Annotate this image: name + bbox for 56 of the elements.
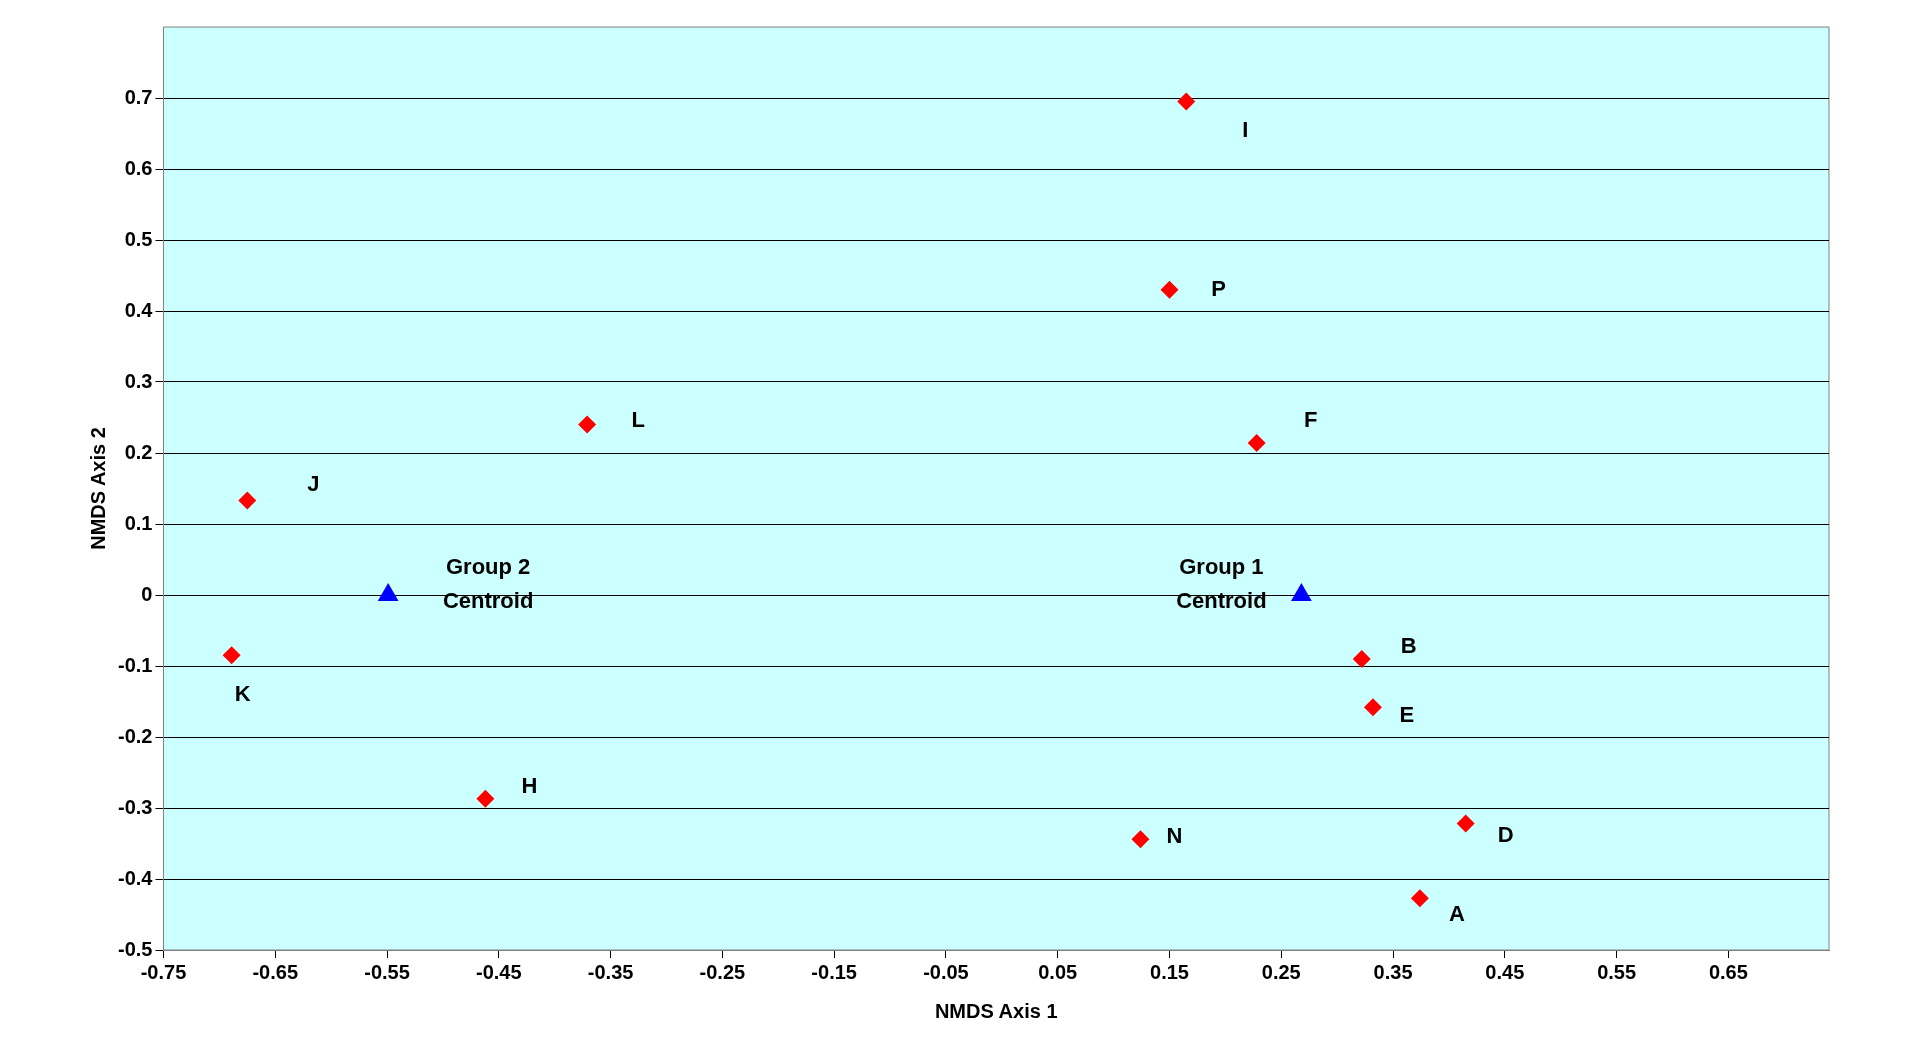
annotation: Group 1 Centroid <box>1176 554 1267 614</box>
x-tick-label: -0.65 <box>252 960 299 983</box>
y-tick-label: 0.1 <box>124 511 153 534</box>
annotation: P <box>1211 275 1226 301</box>
x-tick-label: 0.35 <box>1373 960 1413 983</box>
x-axis-title: NMDS Axis 1 <box>934 999 1058 1022</box>
x-tick-label: -0.05 <box>923 960 969 983</box>
annotation: N <box>1166 823 1183 849</box>
point <box>1160 280 1179 299</box>
x-tick-label: 0.05 <box>1038 960 1078 983</box>
point <box>222 646 241 665</box>
annotation: H <box>521 772 538 798</box>
annotation: L <box>631 406 645 432</box>
y-tick-label: -0.5 <box>117 937 153 960</box>
point <box>578 415 597 434</box>
y-tick-label: 0.5 <box>124 227 153 250</box>
y-axis-title: NMDS Axis 2 <box>86 427 109 550</box>
y-tick-label: -0.1 <box>117 653 153 676</box>
x-tick-label: 0.25 <box>1261 960 1301 983</box>
x-tick-label: 0.55 <box>1597 960 1637 983</box>
y-tick-label: 0.4 <box>124 298 154 321</box>
x-tick-label: 0.45 <box>1485 960 1525 983</box>
y-tick-label: -0.2 <box>117 724 153 747</box>
x-tick-label: 0.65 <box>1708 960 1748 983</box>
y-tick-label: 0.7 <box>124 85 153 108</box>
annotation: F <box>1303 407 1318 433</box>
y-tick-label: 0 <box>141 582 153 605</box>
annotation: E <box>1399 702 1415 728</box>
y-tick-label: -0.3 <box>117 795 153 818</box>
annotation: B <box>1400 632 1417 658</box>
y-tick-label: 0.3 <box>124 369 153 392</box>
y-tick-label: 0.2 <box>124 440 153 463</box>
x-tick-label: -0.15 <box>811 960 857 983</box>
x-tick-label: -0.35 <box>587 960 634 983</box>
annotation: J <box>307 470 320 496</box>
point <box>1177 92 1196 111</box>
point <box>476 789 495 808</box>
point <box>1131 830 1150 849</box>
point <box>1352 649 1371 668</box>
annotation: K <box>234 681 251 707</box>
x-tick-label: -0.75 <box>140 960 187 983</box>
point <box>1410 889 1429 908</box>
point <box>1363 698 1382 717</box>
annotation: A <box>1448 901 1465 927</box>
x-tick-label: -0.25 <box>699 960 746 983</box>
x-tick-label: 0.15 <box>1150 960 1189 983</box>
y-tick-label: -0.4 <box>117 866 154 889</box>
x-tick-label: -0.45 <box>476 960 522 983</box>
annotation: I <box>1242 116 1249 142</box>
x-tick-label: -0.55 <box>364 960 410 983</box>
point <box>238 491 257 510</box>
point <box>1456 814 1475 833</box>
point <box>1247 434 1266 453</box>
y-tick-label: 0.6 <box>124 156 153 179</box>
annotation: Group 2 Centroid <box>442 554 534 614</box>
annotation: D <box>1497 821 1514 847</box>
